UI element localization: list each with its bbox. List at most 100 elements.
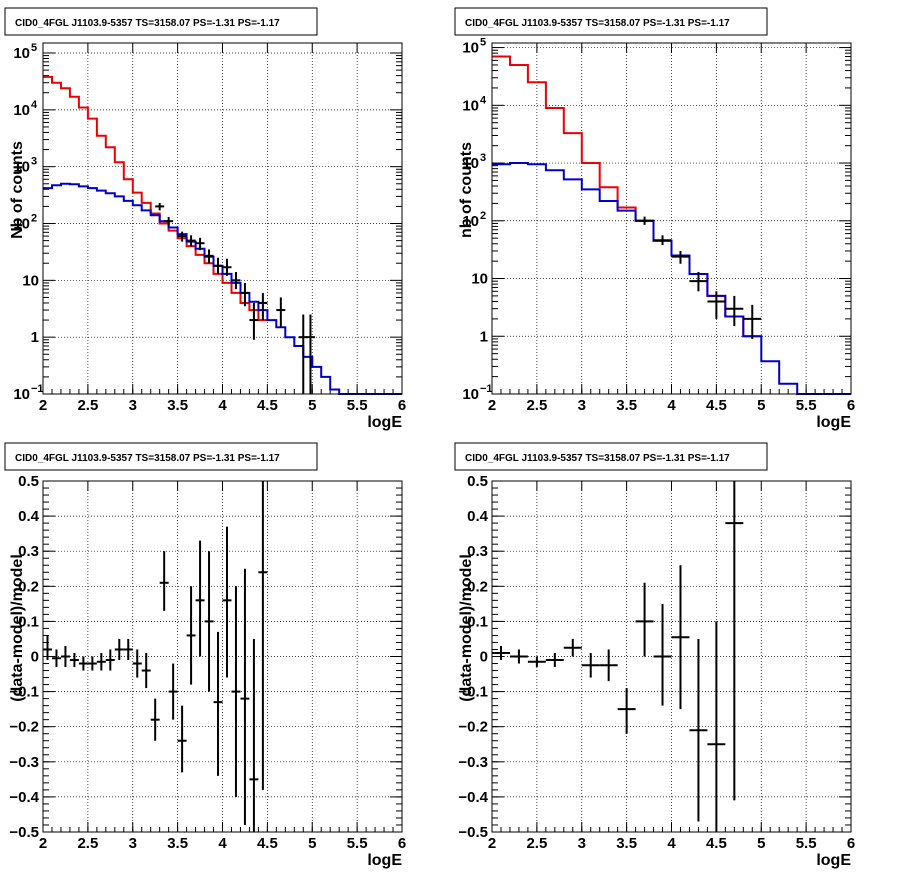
x-tick-label: 5 xyxy=(757,397,765,414)
y-tick-exponent: 3 xyxy=(480,152,486,164)
y-tick-exponent: 4 xyxy=(31,99,38,111)
y-tick-label: 10 xyxy=(462,40,479,57)
y-tick-label: −0.1 xyxy=(458,684,488,701)
x-tick-label: 4.5 xyxy=(257,835,278,852)
x-tick-label: 6 xyxy=(847,397,855,414)
x-tick-label: 5 xyxy=(308,397,316,414)
y-tick-label-base: 10 xyxy=(13,159,30,176)
data-point xyxy=(78,656,88,671)
y-tick-label-base: 0.4 xyxy=(18,508,40,525)
data-point xyxy=(168,663,178,720)
chart-title: CID0_4FGL J1103.9-5357 TS=3158.07 PS=-1.… xyxy=(15,18,280,29)
y-tick-label-base: −0.4 xyxy=(9,789,39,806)
chart-title: CID0_4FGL J1103.9-5357 TS=3158.07 PS=-1.… xyxy=(15,453,280,464)
y-tick-label: 0.4 xyxy=(18,508,40,525)
y-tick-label: −0.2 xyxy=(458,719,488,736)
y-axis-label: nb of counts xyxy=(458,142,475,238)
y-tick-label-base: 0 xyxy=(31,649,39,666)
x-tick-label: 3 xyxy=(129,397,137,414)
data-point xyxy=(599,649,618,682)
data-point xyxy=(150,698,160,741)
data-point xyxy=(177,231,187,242)
y-tick-label-base: 0.1 xyxy=(467,613,488,630)
y-tick-label-base: −0.3 xyxy=(9,754,39,771)
data-point xyxy=(177,705,187,773)
y-tick-label: 0.5 xyxy=(18,473,39,490)
y-tick-label: 0 xyxy=(31,649,39,666)
data-point xyxy=(707,291,726,319)
data-point xyxy=(141,652,151,689)
x-tick-label: 6 xyxy=(398,835,406,852)
data-point xyxy=(60,645,70,668)
model-series-1 xyxy=(492,162,851,395)
data-point xyxy=(96,652,106,671)
plot-frame xyxy=(42,42,403,395)
title-box xyxy=(454,7,768,36)
y-tick-label-base: 10 xyxy=(462,40,479,57)
data-point xyxy=(231,586,241,797)
data-point xyxy=(240,282,250,307)
y-tick-exponent: 4 xyxy=(480,94,487,106)
x-tick-label: 4 xyxy=(667,397,676,414)
x-tick-label: 3.5 xyxy=(167,397,188,414)
y-tick-label: 0.2 xyxy=(467,578,488,595)
x-tick-label: 3 xyxy=(578,835,586,852)
x-axis-label: logE xyxy=(816,852,851,869)
x-tick-label: 2 xyxy=(488,397,496,414)
y-tick-label-base: −0.1 xyxy=(458,684,488,701)
x-tick-label: 4.5 xyxy=(257,397,278,414)
y-tick-label: 10 xyxy=(13,386,30,403)
x-tick-label: 5 xyxy=(757,835,765,852)
y-tick-label: 0.4 xyxy=(467,508,489,525)
data-point xyxy=(492,645,510,661)
y-tick-label-base: 1 xyxy=(480,328,488,345)
x-tick-label: 4 xyxy=(218,835,227,852)
x-tick-label: 2.5 xyxy=(77,397,98,414)
x-tick-label: 4 xyxy=(218,397,227,414)
data-point xyxy=(222,526,232,678)
y-tick-label-base: 0.3 xyxy=(467,543,488,560)
y-tick-label: −0.2 xyxy=(9,719,39,736)
y-tick-label-base: 10 xyxy=(13,216,30,233)
data-point xyxy=(105,649,115,671)
y-tick-label-base: 10 xyxy=(462,97,479,114)
x-tick-label: 3 xyxy=(129,835,137,852)
data-point xyxy=(305,314,315,394)
data-point xyxy=(689,271,708,292)
y-tick-exponent: 3 xyxy=(31,156,37,168)
title-box xyxy=(4,442,318,471)
x-tick-label: 5 xyxy=(308,835,316,852)
chart-bl: CID0_4FGL J1103.9-5357 TS=3158.07 PS=-1.… xyxy=(4,442,406,869)
data-point xyxy=(213,631,223,776)
data-point xyxy=(155,202,165,211)
data-point xyxy=(671,565,690,710)
plot-frame xyxy=(491,480,852,833)
data-point xyxy=(545,652,564,668)
data-point xyxy=(186,235,196,247)
y-tick-label: 10 xyxy=(462,155,479,172)
plot-frame xyxy=(491,42,852,395)
y-tick-label-base: 10 xyxy=(462,386,479,403)
y-tick-label-base: −0.1 xyxy=(9,684,39,701)
y-tick-label-base: −0.3 xyxy=(458,754,488,771)
y-tick-exponent: 2 xyxy=(31,213,37,225)
x-tick-label: 5.5 xyxy=(796,397,817,414)
data-point xyxy=(725,481,744,801)
title-box xyxy=(4,7,318,36)
y-tick-label-base: 0.4 xyxy=(467,508,489,525)
y-tick-label: −0.5 xyxy=(9,824,39,841)
y-tick-label: 10 xyxy=(13,216,30,233)
y-tick-label-base: 0.1 xyxy=(18,613,39,630)
data-point xyxy=(258,481,268,790)
y-tick-label: 10 xyxy=(471,271,488,288)
y-tick-label-base: −0.5 xyxy=(458,824,488,841)
chart-tr: CID0_4FGL J1103.9-5357 TS=3158.07 PS=-1.… xyxy=(454,7,855,431)
y-tick-label: 0.3 xyxy=(18,543,39,560)
y-tick-label: 0.2 xyxy=(18,578,39,595)
y-axis-label: Nb of counts xyxy=(9,141,26,239)
y-tick-exponent: 5 xyxy=(480,37,486,49)
data-point xyxy=(204,551,214,692)
y-tick-label: −0.5 xyxy=(458,824,488,841)
y-axis-label: (data-model)/model xyxy=(9,554,26,702)
x-tick-label: 3.5 xyxy=(167,835,188,852)
